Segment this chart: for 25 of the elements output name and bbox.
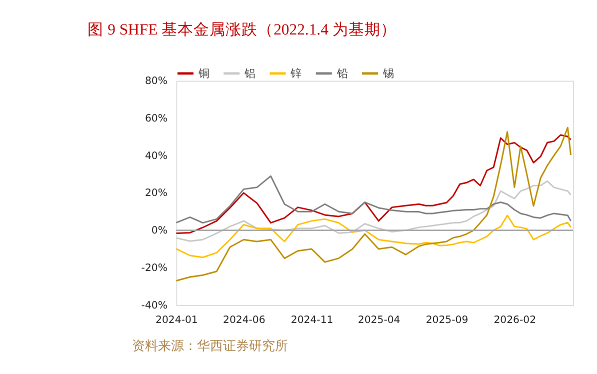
x-tick-label: 2024-01 (156, 315, 198, 326)
line-series (176, 214, 572, 258)
legend-label: 锌 (290, 67, 302, 80)
legend-label: 铅 (336, 67, 348, 80)
line-series (176, 175, 572, 224)
y-tick-label: -20% (141, 262, 168, 274)
legend-label: 锡 (382, 67, 394, 80)
x-tick-label: 2024-11 (290, 315, 334, 326)
line-series (176, 180, 572, 242)
chart-title: 图 9 SHFE 基本金属涨跌（2022.1.4 为基期） (88, 20, 396, 39)
y-tick-label: 80% (144, 76, 168, 88)
line-series (176, 134, 572, 234)
text: 资料来源：华西证券研究所 (132, 338, 288, 354)
legend-label: 铜 (197, 67, 210, 80)
x-tick-label: 2025-04 (358, 315, 400, 326)
y-tick-label: 40% (144, 150, 168, 162)
legend-label: 铝 (244, 67, 256, 80)
line-series (176, 126, 572, 282)
x-tick-label: 2026-02 (494, 315, 536, 326)
y-tick-label: 20% (144, 188, 168, 200)
y-tick-label: -40% (141, 300, 168, 312)
y-tick-label: 60% (144, 113, 168, 124)
x-tick-label: 2024-06 (223, 315, 266, 326)
y-tick-label: 0% (151, 226, 168, 237)
x-tick-label: 2025-09 (426, 315, 468, 326)
